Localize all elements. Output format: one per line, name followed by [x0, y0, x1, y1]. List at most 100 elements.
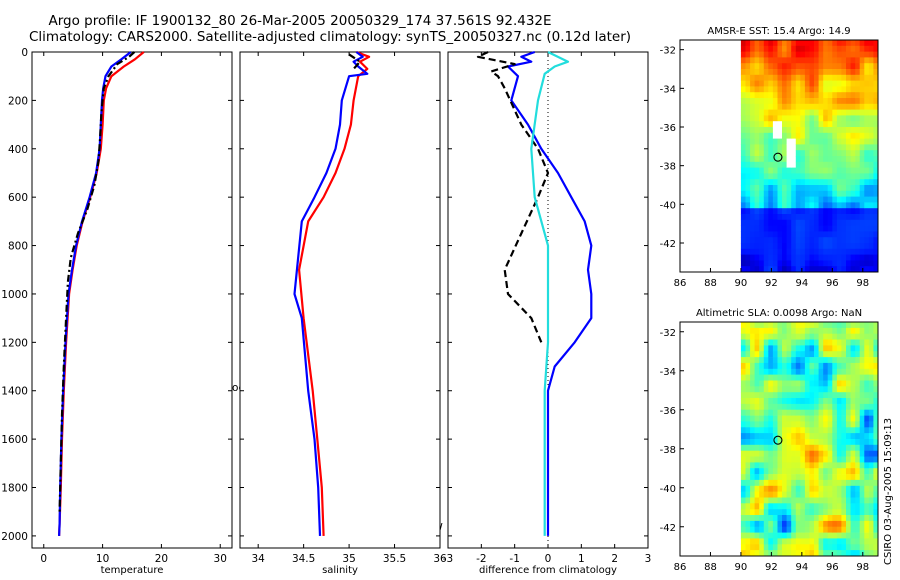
sst_map-cell — [795, 254, 801, 261]
sla_map-cell — [795, 550, 801, 557]
temperature-xtick-label: 0 — [40, 553, 47, 565]
sla_map-cell — [846, 532, 851, 539]
sst_map-cell — [791, 156, 797, 163]
sla_map-cell — [745, 327, 751, 335]
sst_map-cell — [800, 132, 806, 139]
sla_map-cell — [809, 327, 815, 335]
sla_map-cell — [804, 439, 810, 446]
sla_map-cell — [745, 468, 751, 475]
sla_map-cell — [800, 544, 806, 551]
sst_map-cell — [777, 254, 783, 261]
sla_map-cell — [809, 550, 815, 557]
sst_map-cell — [827, 63, 833, 70]
sst_map-cell — [763, 185, 769, 192]
sla_map-cell — [864, 398, 870, 405]
sla_map-cell — [800, 433, 806, 440]
sst_map-cell — [777, 185, 783, 192]
sst_map-cell — [864, 40, 870, 47]
sla_map-cell — [777, 439, 783, 446]
sla_map-cell — [750, 450, 756, 457]
sla_map-cell — [777, 351, 783, 358]
sla_map-cell — [740, 479, 746, 487]
sst_map-cell — [759, 80, 765, 87]
sla_map-cell — [800, 327, 806, 335]
sla_map-cell — [859, 427, 865, 434]
sla_map-cell — [809, 333, 815, 340]
sla_map-cell — [800, 409, 806, 416]
sla_map-cell — [782, 526, 787, 533]
sla_map-cell — [750, 468, 756, 475]
sla_map-cell — [800, 444, 806, 451]
sst_map-cell — [754, 214, 760, 221]
sst_map-cell — [809, 144, 815, 151]
sst_map-cell — [873, 156, 879, 163]
sst_map-cell — [846, 40, 851, 47]
sst_map-cell — [804, 173, 810, 180]
sst_map-cell — [846, 202, 851, 209]
sst_map-cell — [836, 161, 842, 168]
sst_map-cell — [809, 51, 815, 58]
sst_map-cell — [850, 127, 856, 134]
sst_map-cell — [777, 80, 783, 87]
sst_map-cell — [763, 243, 769, 250]
sst_map-cell — [745, 254, 751, 261]
sst_map-cell — [768, 266, 774, 273]
sla_map-cell — [763, 520, 769, 528]
sla_map-cell — [814, 491, 819, 498]
sla_map-cell — [846, 322, 851, 329]
sla_map-cell — [804, 433, 810, 440]
sst_map-cell — [859, 80, 865, 87]
sst_map-cell — [750, 103, 756, 110]
sla_map-cell — [777, 444, 783, 451]
sla_map-cell — [832, 462, 838, 469]
sst_map-cell — [859, 266, 865, 273]
sla_map-cell — [782, 503, 787, 510]
sla_map-cell — [818, 515, 824, 522]
sla_map-cell — [745, 474, 751, 481]
sst_map-cell — [791, 214, 797, 221]
sla_map-cell — [868, 427, 874, 434]
sla_map-cell — [855, 456, 861, 463]
sla_map-cell — [855, 509, 861, 516]
sst_map-cell — [864, 266, 870, 273]
sla_map-cell — [850, 357, 856, 364]
sst_map-cell — [832, 243, 838, 250]
sst_map-cell — [786, 214, 792, 221]
sla_map-cell — [827, 550, 833, 557]
sst_map-cell — [750, 98, 756, 105]
sst_map-cell — [823, 219, 829, 226]
sla_map-cell — [809, 351, 815, 358]
sla_map-cell — [759, 550, 765, 557]
sla_map-cell — [832, 339, 838, 346]
sla_map-cell — [750, 403, 756, 411]
sla_map-cell — [832, 415, 838, 422]
sla_map-cell — [786, 485, 792, 492]
sla_map-cell — [846, 327, 851, 335]
sst_map-cell — [786, 196, 792, 203]
sst_map-cell — [809, 266, 815, 273]
sla_map-cell — [841, 462, 847, 469]
sla_map-cell — [836, 398, 842, 405]
sst_map-cell — [823, 109, 829, 116]
sst_map-cell — [786, 80, 792, 87]
salinity-profile-panel: climatologysatellite adj. clim.Argo(..ra… — [239, 50, 447, 576]
sst_map-cell — [855, 63, 861, 70]
sla_map-cell — [804, 368, 810, 375]
sla_map-cell — [859, 339, 865, 346]
sla_map-cell — [772, 339, 778, 346]
sla_map-cell — [763, 550, 769, 557]
sla_map-cell — [768, 333, 774, 340]
sst_map-cell — [777, 63, 783, 70]
sst_map-cell — [814, 57, 819, 64]
sst_map-cell — [841, 161, 847, 168]
sst_map-cell — [754, 266, 760, 273]
sla_map-cell — [754, 468, 760, 475]
sst_map-cell — [841, 144, 847, 151]
sst_map-cell — [827, 150, 833, 157]
sla_map-cell — [786, 503, 792, 510]
sla_map-cell — [763, 415, 769, 422]
sst_map-cell — [772, 185, 778, 192]
sst_map-cell — [800, 57, 806, 64]
sst_map-cell — [759, 103, 765, 110]
sst_map-cell — [873, 51, 879, 58]
